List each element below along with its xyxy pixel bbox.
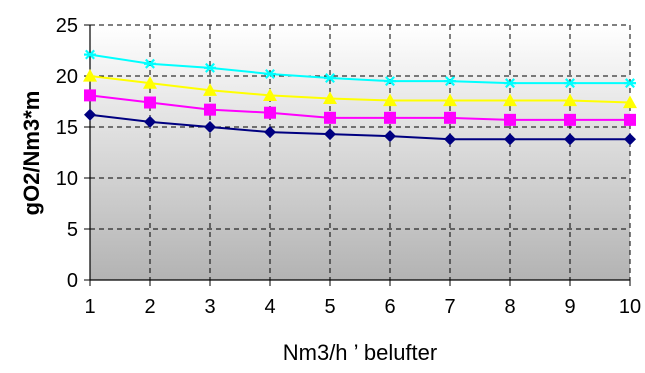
data-point [143, 76, 157, 89]
data-point [624, 113, 636, 126]
y-tick-label: 20 [56, 66, 78, 88]
data-point-stroke [565, 78, 575, 89]
data-point [204, 121, 216, 133]
data-point [504, 133, 516, 146]
x-tick-label: 4 [264, 296, 275, 318]
y-tick-label: 10 [56, 168, 78, 190]
data-point [443, 93, 457, 107]
data-point-stroke [85, 49, 95, 60]
data-point [324, 73, 336, 84]
data-point [264, 106, 276, 119]
x-tick-label: 6 [384, 296, 395, 318]
series-line [89, 75, 631, 104]
x-tick-label: 2 [144, 296, 155, 318]
data-point-stroke [385, 76, 395, 87]
y-tick-label: 15 [56, 117, 78, 139]
data-point [624, 133, 636, 146]
data-point [84, 49, 96, 60]
plot-area [90, 25, 630, 280]
data-point [83, 69, 97, 82]
y-axis-title: gO2/Nm3*m [19, 90, 44, 215]
data-point [504, 113, 516, 126]
y-axis-title-wrap: gO2/Nm3*m [2, 20, 62, 285]
x-tick-label: 10 [619, 296, 641, 318]
data-point [563, 93, 577, 107]
x-tick-label: 7 [444, 296, 455, 318]
y-tick-label: 0 [67, 270, 78, 292]
data-point [564, 78, 576, 89]
data-point [383, 93, 397, 107]
series-group [84, 49, 636, 89]
data-point [264, 68, 276, 79]
data-point [384, 76, 396, 87]
data-point [384, 111, 396, 124]
data-point-stroke [445, 76, 455, 87]
data-point [144, 115, 156, 128]
y-tick-label: 5 [67, 219, 78, 241]
x-tick-label: 9 [564, 296, 575, 318]
data-point [504, 78, 516, 89]
data-point-stroke [205, 62, 215, 73]
data-point-stroke [505, 78, 515, 89]
x-tick-label: 1 [84, 296, 95, 318]
data-point [503, 93, 517, 107]
x-tick-label: 3 [204, 296, 215, 318]
data-point [564, 133, 576, 146]
data-point-stroke [265, 68, 275, 79]
x-tick-label: 5 [324, 296, 335, 318]
series-group [83, 69, 637, 109]
data-point [444, 111, 456, 124]
data-point [444, 76, 456, 87]
data-point [444, 133, 456, 146]
data-point [203, 83, 217, 96]
data-point [384, 130, 396, 143]
x-axis-title: Nm3/h ’ belufter [282, 340, 438, 365]
series-line [89, 113, 630, 141]
data-point-stroke [325, 73, 335, 84]
data-point [324, 111, 336, 124]
data-point [324, 128, 336, 141]
data-point [204, 62, 216, 73]
y-tick-label: 25 [56, 15, 78, 37]
series-group [84, 108, 636, 146]
x-tick-label: 8 [504, 296, 515, 318]
data-point [84, 108, 96, 121]
data-point [624, 78, 636, 89]
series-group [84, 89, 636, 126]
data-point [263, 88, 277, 101]
data-point [204, 103, 216, 116]
series-line [89, 53, 630, 85]
data-point [144, 96, 156, 109]
data-point [323, 91, 337, 105]
data-point-stroke [625, 78, 635, 89]
data-point [564, 113, 576, 126]
series-line [89, 94, 630, 121]
data-point [623, 95, 637, 109]
data-point [264, 126, 276, 139]
data-point [144, 58, 156, 69]
data-point-stroke [145, 58, 155, 69]
data-point [84, 89, 96, 102]
